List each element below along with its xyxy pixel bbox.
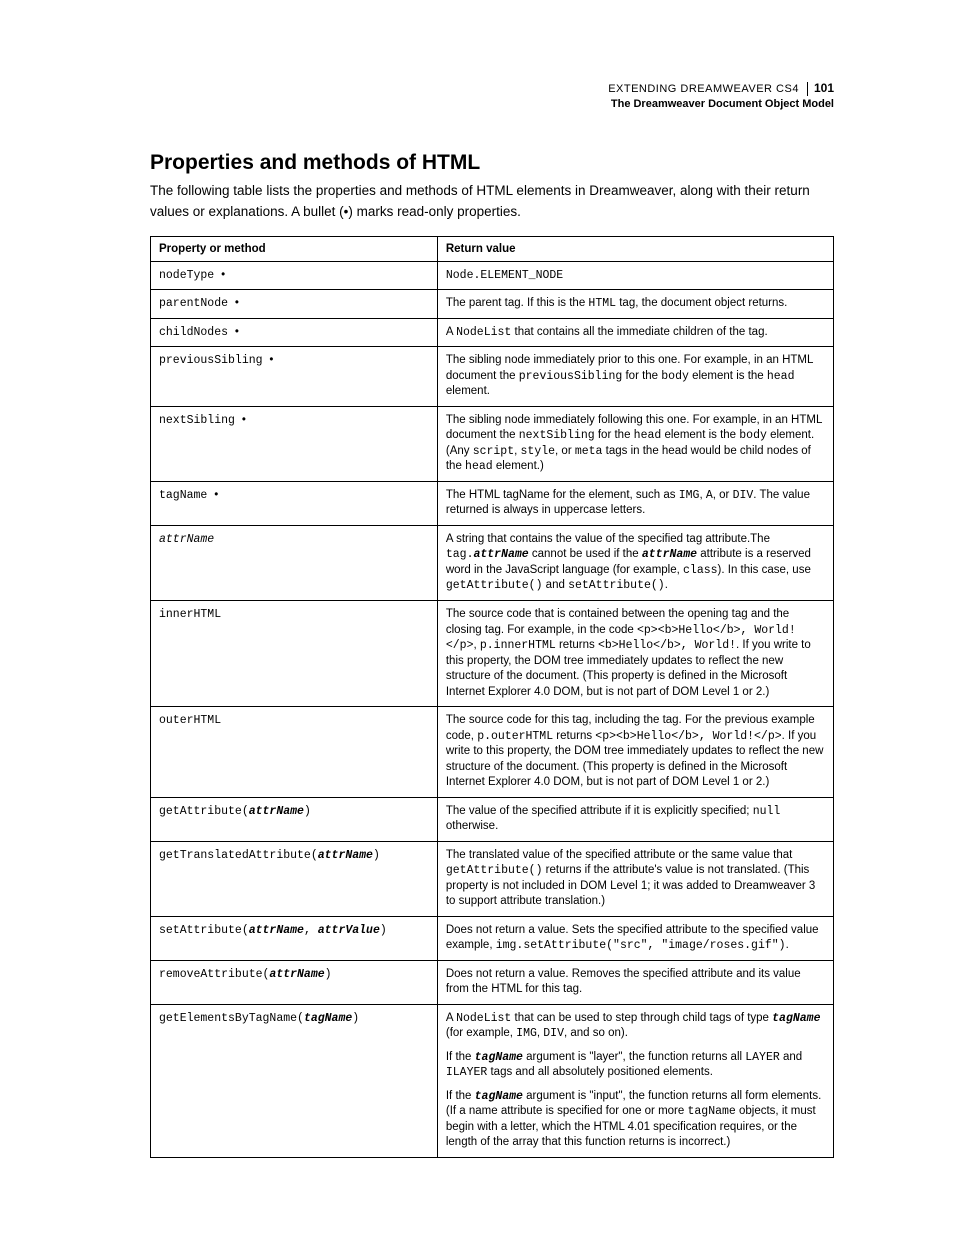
table-row: getAttribute(attrName)The value of the s… <box>151 797 834 841</box>
col-header-property: Property or method <box>151 236 438 261</box>
property-cell: getTranslatedAttribute(attrName) <box>151 841 438 916</box>
table-row: nodeType •Node.ELEMENT_NODE <box>151 261 834 290</box>
col-header-value: Return value <box>437 236 833 261</box>
property-cell: innerHTML <box>151 601 438 707</box>
value-cell: A string that contains the value of the … <box>437 525 833 600</box>
value-cell: The sibling node immediately following t… <box>437 406 833 481</box>
property-cell: getAttribute(attrName) <box>151 797 438 841</box>
property-cell: nodeType • <box>151 261 438 290</box>
table-row: childNodes •A NodeList that contains all… <box>151 318 834 347</box>
header-top-row: EXTENDING DREAMWEAVER CS4 101 <box>608 81 834 97</box>
chapter-title: The Dreamweaver Document Object Model <box>150 97 834 111</box>
value-cell: Does not return a value. Sets the specif… <box>437 916 833 960</box>
property-cell: attrName <box>151 525 438 600</box>
value-cell: The parent tag. If this is the HTML tag,… <box>437 290 833 319</box>
property-cell: tagName • <box>151 481 438 525</box>
property-cell: parentNode • <box>151 290 438 319</box>
table-row: getTranslatedAttribute(attrName)The tran… <box>151 841 834 916</box>
table-row: setAttribute(attrName, attrValue)Does no… <box>151 916 834 960</box>
value-cell: The sibling node immediately prior to th… <box>437 347 833 407</box>
doc-title: EXTENDING DREAMWEAVER CS4 <box>608 82 799 96</box>
value-cell: The source code that is contained betwee… <box>437 601 833 707</box>
table-row: attrNameA string that contains the value… <box>151 525 834 600</box>
value-cell: The value of the specified attribute if … <box>437 797 833 841</box>
property-cell: nextSibling • <box>151 406 438 481</box>
table-row: nextSibling •The sibling node immediatel… <box>151 406 834 481</box>
value-cell: Does not return a value. Removes the spe… <box>437 960 833 1004</box>
table-row: removeAttribute(attrName)Does not return… <box>151 960 834 1004</box>
table-row: innerHTMLThe source code that is contain… <box>151 601 834 707</box>
value-cell: The HTML tagName for the element, such a… <box>437 481 833 525</box>
table-row: outerHTMLThe source code for this tag, i… <box>151 707 834 798</box>
table-row: tagName •The HTML tagName for the elemen… <box>151 481 834 525</box>
table-row: getElementsByTagName(tagName)A NodeList … <box>151 1004 834 1157</box>
header-divider <box>807 82 808 96</box>
property-cell: previousSibling • <box>151 347 438 407</box>
property-cell: getElementsByTagName(tagName) <box>151 1004 438 1157</box>
page-number: 101 <box>814 81 834 97</box>
value-cell: The translated value of the specified at… <box>437 841 833 916</box>
value-cell: A NodeList that can be used to step thro… <box>437 1004 833 1157</box>
property-cell: childNodes • <box>151 318 438 347</box>
page-header: EXTENDING DREAMWEAVER CS4 101 The Dreamw… <box>150 80 834 111</box>
table-row: previousSibling •The sibling node immedi… <box>151 347 834 407</box>
value-cell: Node.ELEMENT_NODE <box>437 261 833 290</box>
property-cell: setAttribute(attrName, attrValue) <box>151 916 438 960</box>
table-row: parentNode •The parent tag. If this is t… <box>151 290 834 319</box>
value-cell: A NodeList that contains all the immedia… <box>437 318 833 347</box>
section-intro: The following table lists the properties… <box>150 181 834 222</box>
value-cell: The source code for this tag, including … <box>437 707 833 798</box>
property-cell: removeAttribute(attrName) <box>151 960 438 1004</box>
properties-table: Property or method Return value nodeType… <box>150 236 834 1158</box>
property-cell: outerHTML <box>151 707 438 798</box>
section-heading: Properties and methods of HTML <box>150 151 834 175</box>
